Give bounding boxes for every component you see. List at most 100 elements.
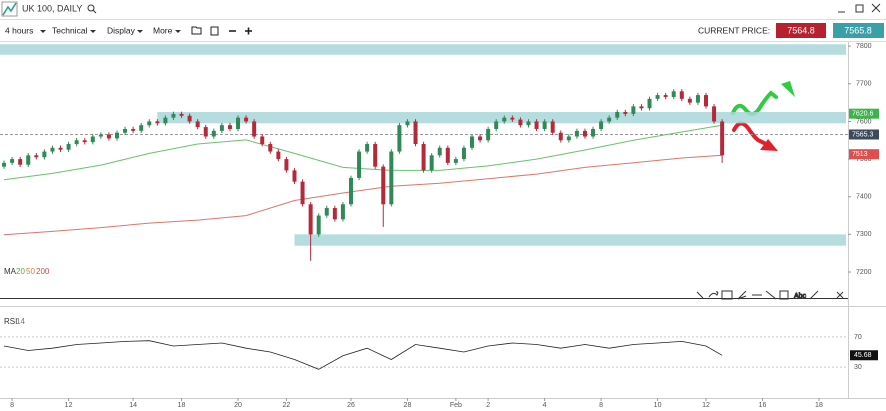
candle-body — [720, 121, 725, 156]
x-tick-label: 28 — [404, 402, 412, 409]
candle-body — [332, 208, 337, 220]
y-tick-label: 7400 — [856, 194, 872, 201]
sell-price[interactable]: 7564.8 — [787, 25, 815, 35]
sell-box[interactable] — [776, 23, 826, 38]
menu-item[interactable]: 4 hours — [5, 25, 33, 35]
candle-body — [284, 159, 289, 171]
candle-body — [478, 136, 483, 141]
candle-body — [703, 95, 708, 107]
buy-price[interactable]: 7565.8 — [844, 25, 872, 35]
candle-body — [631, 106, 636, 114]
current-price-label: CURRENT PRICE: — [698, 25, 770, 35]
search-icon[interactable] — [87, 4, 95, 12]
y-tick-label: 7300 — [856, 231, 872, 238]
candle-body — [623, 112, 628, 114]
menu-item[interactable]: Technical — [52, 25, 88, 35]
candle-body — [365, 144, 370, 152]
instrument-title: UK 100, DAILY — [22, 3, 82, 13]
candle-body — [203, 127, 208, 137]
candle-body — [82, 140, 87, 143]
x-tick-label: 8 — [10, 402, 14, 409]
candle-body — [679, 91, 684, 99]
candle-body — [2, 162, 7, 167]
candle-body — [106, 134, 111, 139]
logo — [2, 2, 17, 16]
candle-body — [324, 208, 329, 216]
price-label: 7513 — [852, 151, 868, 158]
candle-body — [405, 121, 410, 126]
price-label: 7620.6 — [852, 111, 874, 118]
moving-average-line — [3, 154, 723, 236]
rsi-tick-label: 30 — [854, 364, 862, 371]
drawing-tools[interactable]: Abc — [696, 290, 844, 300]
rsi-name: RSI — [4, 317, 17, 326]
down-arrow-head — [760, 139, 778, 151]
rsi-line — [3, 340, 723, 370]
candle-body — [574, 130, 579, 137]
candle-body — [98, 134, 103, 137]
candle-body — [542, 121, 547, 129]
menu-item[interactable]: More — [153, 25, 173, 35]
candle-body — [227, 125, 232, 129]
x-tick-label: 2 — [486, 402, 490, 409]
toolbar-icons[interactable] — [191, 26, 252, 36]
menu-carets — [40, 30, 181, 33]
candle-body — [591, 128, 596, 137]
ma-period: 50 — [26, 267, 35, 276]
candle-body — [421, 144, 426, 171]
candle-body — [139, 125, 144, 131]
search-icon-handle — [92, 9, 97, 14]
support-resistance-zone — [157, 112, 846, 124]
candle-body — [147, 121, 152, 126]
ma-name: MA — [4, 267, 17, 276]
candle-body — [26, 155, 31, 165]
x-tick-label: Feb — [450, 402, 462, 409]
candle-body — [268, 144, 273, 152]
candle-body — [582, 130, 587, 137]
rsi-value-label: 45.68 — [854, 352, 872, 359]
x-tick-label: 26 — [347, 402, 355, 409]
candle-body — [187, 115, 192, 122]
candle-body — [260, 136, 265, 145]
x-tick-label: 4 — [543, 402, 547, 409]
y-tick-label: 7600 — [856, 118, 872, 125]
candle-body — [429, 155, 434, 171]
candle-body — [526, 121, 531, 126]
candle-body — [195, 121, 200, 128]
candle-body — [66, 144, 71, 150]
candle-body — [123, 128, 128, 133]
price-label-box — [849, 149, 879, 160]
menu-item[interactable]: Display — [107, 25, 136, 35]
candle-body — [10, 159, 15, 163]
candle-body — [179, 113, 184, 116]
candle-body — [131, 128, 136, 131]
candle-body — [607, 117, 612, 122]
y-tick-label: 7500 — [856, 156, 872, 163]
support-resistance-zone — [294, 234, 846, 246]
candle-body — [276, 151, 281, 160]
x-tick-label: 8 — [599, 402, 603, 409]
buy-box[interactable] — [833, 23, 884, 38]
x-tick-label: 10 — [654, 402, 662, 409]
candle-body — [300, 181, 305, 205]
candle-body — [510, 117, 515, 120]
candle-body — [389, 151, 394, 205]
x-tick-label: 20 — [234, 402, 242, 409]
candle-body — [461, 147, 466, 160]
candle-body — [655, 95, 660, 99]
candle-body — [236, 117, 241, 129]
y-tick-label: 7700 — [856, 81, 872, 88]
candle-body — [90, 136, 95, 143]
moving-average-line — [3, 124, 723, 181]
candle-body — [486, 128, 491, 141]
candle-body — [211, 130, 216, 137]
y-tick-label: 7800 — [856, 43, 872, 50]
candle-body — [381, 166, 386, 205]
candle-body — [163, 117, 168, 124]
candle-body — [171, 113, 176, 118]
x-tick-label: 16 — [759, 402, 767, 409]
x-tick-label: 12 — [65, 402, 73, 409]
candle-body — [470, 136, 475, 148]
candle-body — [494, 121, 499, 129]
x-tick-label: 14 — [129, 402, 137, 409]
